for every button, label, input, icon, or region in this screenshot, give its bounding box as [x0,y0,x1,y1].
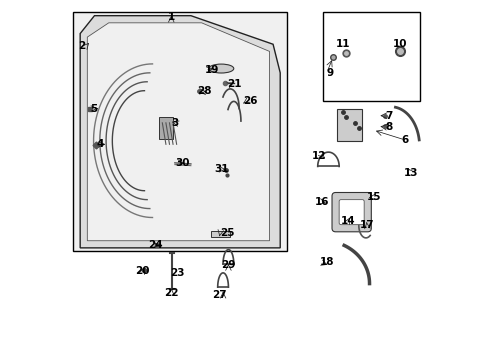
Text: 30: 30 [175,158,189,168]
Text: 16: 16 [314,197,329,207]
Text: 15: 15 [366,192,380,202]
Text: 12: 12 [312,151,326,161]
Ellipse shape [208,64,233,73]
Text: 9: 9 [326,68,333,78]
Bar [73,12,287,251]
Text: 6: 6 [401,135,408,145]
Text: 4: 4 [96,139,103,149]
Text: 17: 17 [359,220,374,230]
Bar [337,109,362,141]
FancyBboxPatch shape [331,193,370,232]
Text: 27: 27 [212,290,226,300]
Text: 7: 7 [385,111,392,121]
Text: 14: 14 [340,216,355,226]
Text: 31: 31 [214,164,229,174]
Text: 29: 29 [221,260,235,270]
Text: 20: 20 [135,266,150,276]
Text: 19: 19 [205,65,219,75]
Bar [323,12,419,102]
Text: 8: 8 [385,122,392,132]
Text: 18: 18 [320,257,334,267]
Text: 13: 13 [403,168,417,178]
FancyBboxPatch shape [339,200,364,225]
Bar [210,231,230,237]
Text: 3: 3 [171,118,178,128]
Text: 10: 10 [392,39,407,49]
Polygon shape [87,23,269,241]
Text: 28: 28 [197,86,211,96]
Text: 1: 1 [167,13,175,22]
Text: 21: 21 [227,79,242,89]
Text: 23: 23 [170,268,184,278]
Bar [159,117,173,139]
Text: 22: 22 [163,288,178,297]
Text: 5: 5 [90,104,97,113]
Text: 25: 25 [220,228,234,238]
Text: 24: 24 [148,240,163,250]
Text: 2: 2 [78,41,85,51]
Polygon shape [80,16,280,248]
Text: 26: 26 [242,96,257,107]
Text: 11: 11 [335,39,349,49]
